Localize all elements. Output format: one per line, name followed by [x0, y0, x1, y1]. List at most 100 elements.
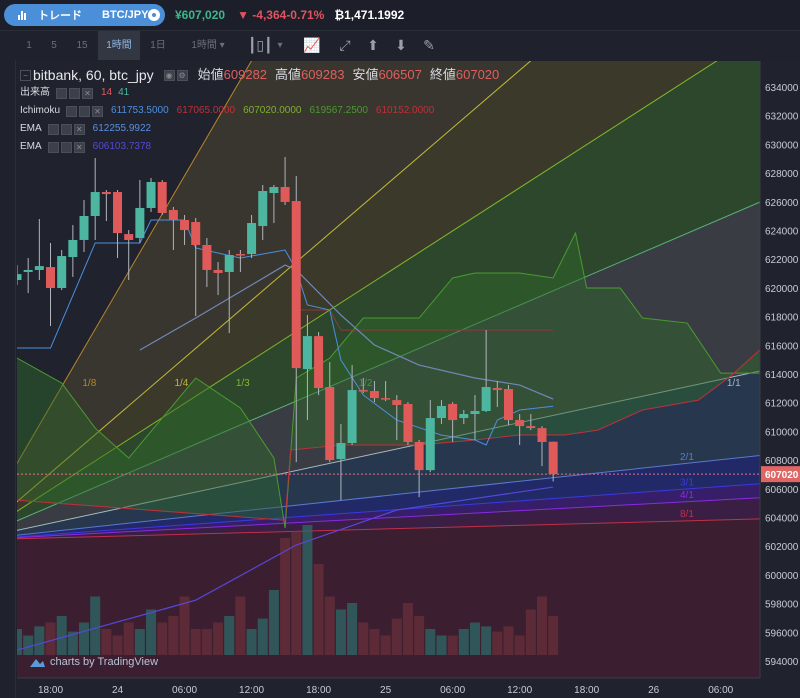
- volume-bar: [469, 622, 480, 655]
- price-axis[interactable]: [760, 61, 800, 678]
- candle-down: [213, 269, 223, 273]
- eye-icon[interactable]: [66, 105, 78, 117]
- volume-bar: [235, 596, 246, 655]
- chevron-down-icon[interactable]: ▾: [277, 40, 283, 51]
- eye-icon[interactable]: [47, 141, 59, 153]
- volume-bar: [246, 629, 257, 655]
- tradingview-watermark[interactable]: charts by TradingView: [28, 656, 158, 668]
- legend-main: − bitbank, 60, btc_jpy ◉ ⚙ 始値 609282 高値 609…: [20, 66, 499, 84]
- candle-down: [358, 390, 368, 392]
- senkou-span-a-line: [17, 231, 760, 529]
- volume-bar: [503, 626, 514, 655]
- chart-toolbar: 1 5 15 1時間 1日 1時間 ▾ ┃▯┃ ▾ 📈 ⤢ ⬆ ⬇ ✎: [0, 30, 800, 82]
- candle-up: [34, 266, 44, 270]
- ichimoku-name: Ichimoku: [20, 105, 61, 116]
- high-value: 609283: [301, 67, 345, 82]
- candle-down: [325, 387, 335, 461]
- collapse-icon[interactable]: −: [20, 69, 31, 81]
- gear-icon[interactable]: ⚙: [176, 69, 188, 81]
- close-icon[interactable]: ✕: [73, 141, 85, 153]
- close-icon[interactable]: ✕: [82, 87, 93, 99]
- fan-zone-1-2: [17, 202, 760, 531]
- volume-bar: [291, 531, 302, 655]
- time-axis[interactable]: [17, 678, 800, 698]
- candle-down: [180, 220, 190, 231]
- price-tick: 612000: [765, 399, 799, 410]
- price-tick: 598000: [765, 600, 799, 611]
- close-icon[interactable]: ✕: [73, 123, 85, 135]
- candle-down: [191, 222, 201, 245]
- current-price-label: 607020: [765, 470, 799, 481]
- fan-zone-1-3: [17, 61, 760, 521]
- watermark-text: charts by TradingView: [50, 656, 159, 668]
- trade-label: トレード: [38, 10, 82, 22]
- volume-bar: [224, 616, 235, 655]
- last-price: ¥607,020: [175, 8, 226, 22]
- candle-down: [492, 388, 502, 391]
- candle-down: [101, 192, 111, 195]
- close-value: 607020: [455, 67, 500, 82]
- fan-label: 1/3: [236, 378, 250, 389]
- price-tick: 614000: [765, 370, 799, 381]
- volume-bar: [280, 538, 291, 655]
- candle-down: [392, 400, 402, 405]
- drawing-tools-strip[interactable]: [0, 60, 16, 698]
- gear-icon[interactable]: [60, 141, 72, 153]
- fullscreen-icon[interactable]: ⤢: [339, 37, 351, 53]
- download-icon[interactable]: ⬇: [395, 37, 407, 53]
- volume-bar: [324, 596, 335, 655]
- time-tick: 25: [380, 685, 392, 696]
- candle-up: [436, 405, 446, 419]
- pair-label: BTC/JPY: [102, 9, 149, 21]
- gear-icon[interactable]: [60, 123, 72, 135]
- volume-24h: ₿1,471.1992: [334, 8, 405, 22]
- volume-bar: [369, 629, 380, 655]
- legend-volume: 出来高 ✕ 14 41: [20, 84, 499, 102]
- time-tick: 24: [112, 685, 124, 696]
- volume-bar: [34, 626, 45, 655]
- fan-line-3-1: [17, 483, 760, 538]
- candle-down: [124, 234, 134, 240]
- candle-down: [448, 403, 458, 421]
- indicators-icon[interactable]: 📈: [303, 37, 321, 53]
- candle-up: [347, 390, 357, 444]
- volume-bar: [335, 609, 346, 655]
- gear-icon[interactable]: [69, 87, 80, 99]
- volume-bar: [17, 629, 22, 655]
- ticker-bar: トレード BTC/JPY ¥607,020 ▼ -4,364-0.71% ₿1,…: [0, 0, 800, 30]
- time-tick: 12:00: [239, 685, 264, 696]
- candle-down: [235, 254, 245, 256]
- volume-bar: [79, 622, 90, 655]
- axis-labels: 634000 632000 630000 628000 626000 624000 6220…: [38, 83, 800, 696]
- interval-5m[interactable]: 5: [51, 40, 57, 51]
- volume-bar: [23, 635, 34, 655]
- price-tick: 604000: [765, 513, 799, 524]
- eye-icon[interactable]: [47, 123, 59, 135]
- eye-icon[interactable]: [56, 87, 67, 99]
- fan-line-1-3: [17, 61, 718, 512]
- interval-1m[interactable]: 1: [26, 40, 32, 51]
- interval-15m[interactable]: 15: [76, 40, 88, 51]
- interval-1h[interactable]: 1時間: [98, 31, 140, 60]
- interval-1d[interactable]: 1日: [150, 40, 166, 51]
- close-label: 終値: [429, 67, 456, 82]
- volume-bar: [313, 564, 324, 655]
- legend-ema-2: EMA ✕ 606103.7378: [20, 138, 499, 156]
- price-tick: 628000: [765, 169, 799, 180]
- fan-line-2-1: [17, 455, 760, 536]
- interval-dropdown-label: 1時間: [191, 40, 217, 51]
- trade-button[interactable]: トレード BTC/JPY: [4, 4, 165, 26]
- gear-icon[interactable]: [79, 105, 91, 117]
- eye-icon[interactable]: ◉: [163, 69, 175, 81]
- candle-up: [425, 418, 435, 471]
- close-icon[interactable]: ✕: [92, 105, 104, 117]
- pair-select-icon[interactable]: [148, 9, 160, 21]
- upload-icon[interactable]: ⬆: [367, 37, 379, 53]
- interval-dropdown[interactable]: 1時間 ▾: [191, 40, 225, 51]
- candle-down: [414, 442, 424, 471]
- open-value: 609282: [223, 67, 268, 82]
- fan-label: 4/1: [680, 490, 694, 501]
- eraser-icon[interactable]: ✎: [423, 37, 435, 53]
- candle-down: [369, 391, 379, 399]
